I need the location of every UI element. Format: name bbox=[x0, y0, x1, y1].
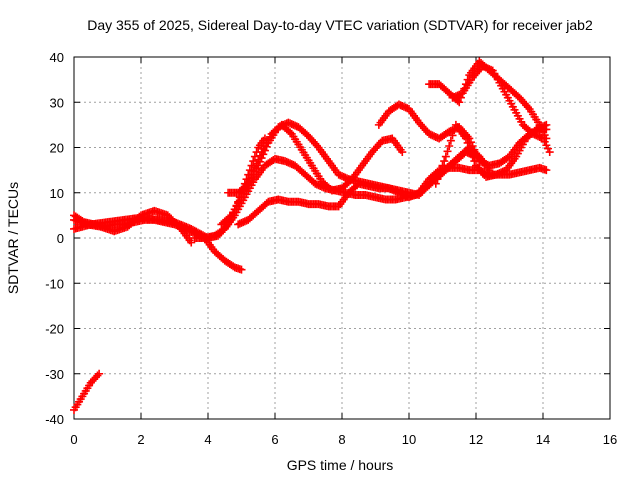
y-tick-label: -10 bbox=[45, 276, 64, 291]
data-point bbox=[542, 166, 551, 175]
data-point bbox=[441, 152, 450, 161]
data-point bbox=[455, 98, 464, 107]
y-tick-label: -30 bbox=[45, 367, 64, 382]
data-point bbox=[440, 157, 449, 166]
data-point bbox=[242, 181, 251, 190]
series-s8 bbox=[234, 163, 551, 229]
data-point bbox=[237, 193, 246, 202]
x-axis-label: GPS time / hours bbox=[287, 457, 394, 473]
data-point bbox=[240, 185, 249, 194]
data-point bbox=[398, 148, 407, 157]
data-point bbox=[438, 161, 447, 170]
series-s7 bbox=[217, 120, 407, 229]
y-tick-label: -40 bbox=[45, 412, 64, 427]
y-tick-label: 20 bbox=[50, 141, 64, 156]
data-points bbox=[70, 57, 554, 414]
data-point bbox=[255, 151, 264, 160]
data-point bbox=[247, 170, 256, 179]
y-axis-label: SDTVAR / TECUs bbox=[5, 182, 21, 294]
data-point bbox=[187, 238, 196, 247]
data-point bbox=[445, 141, 454, 150]
x-tick-label: 8 bbox=[338, 432, 345, 447]
data-point bbox=[244, 178, 253, 187]
x-tick-label: 10 bbox=[402, 432, 416, 447]
x-tick-label: 14 bbox=[536, 432, 550, 447]
data-point bbox=[545, 148, 554, 157]
data-point bbox=[446, 136, 455, 145]
data-point bbox=[95, 369, 104, 378]
x-tick-label: 0 bbox=[70, 432, 77, 447]
data-point bbox=[252, 159, 261, 168]
x-tick-label: 6 bbox=[271, 432, 278, 447]
data-point bbox=[239, 189, 248, 198]
y-tick-label: 0 bbox=[57, 231, 64, 246]
axis-ticks: 0 2 4 6 8 10 12 14 16 -40 -30 -20 -10 0 10 20 30 40 bbox=[45, 50, 617, 447]
data-point bbox=[237, 265, 246, 274]
y-tick-label: 10 bbox=[50, 186, 64, 201]
data-point bbox=[465, 143, 474, 152]
series-s12 bbox=[448, 62, 554, 157]
y-tick-label: 30 bbox=[50, 95, 64, 110]
data-point bbox=[254, 155, 263, 164]
data-point bbox=[542, 120, 551, 129]
x-tick-label: 4 bbox=[204, 432, 211, 447]
data-point bbox=[250, 163, 259, 172]
data-point bbox=[245, 174, 254, 183]
x-tick-label: 2 bbox=[137, 432, 144, 447]
data-point bbox=[431, 179, 440, 188]
x-tick-label: 12 bbox=[469, 432, 483, 447]
data-point bbox=[249, 166, 258, 175]
series-s9 bbox=[374, 100, 551, 170]
series-s1 bbox=[70, 369, 104, 414]
series-s11 bbox=[431, 120, 551, 188]
data-point bbox=[443, 147, 452, 156]
data-point bbox=[93, 371, 102, 380]
y-tick-label: 40 bbox=[50, 50, 64, 65]
data-point bbox=[463, 138, 472, 147]
data-point bbox=[468, 152, 477, 161]
data-point bbox=[461, 134, 470, 143]
data-point bbox=[436, 166, 445, 175]
data-point bbox=[466, 148, 475, 157]
data-point bbox=[448, 131, 457, 140]
data-point bbox=[435, 170, 444, 179]
chart-title: Day 355 of 2025, Sidereal Day-to-day VTE… bbox=[87, 17, 593, 33]
x-tick-label: 16 bbox=[603, 432, 617, 447]
data-point bbox=[470, 157, 479, 166]
data-point bbox=[433, 175, 442, 184]
data-point bbox=[225, 212, 234, 221]
y-tick-label: -20 bbox=[45, 322, 64, 337]
data-point bbox=[286, 128, 295, 137]
